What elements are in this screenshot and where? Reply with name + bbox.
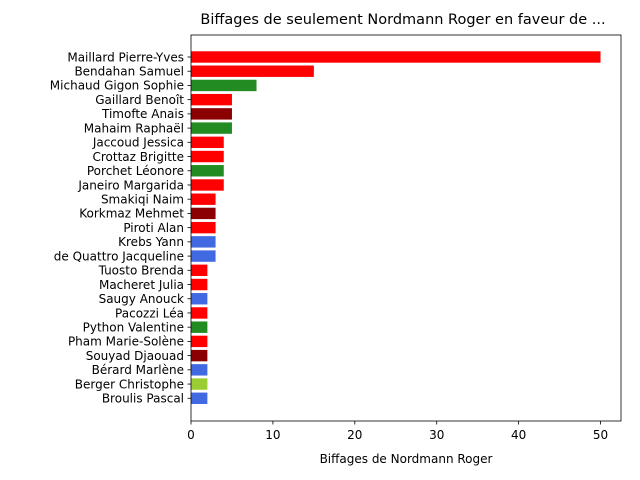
y-tick-label: Piroti Alan <box>123 221 184 235</box>
y-tick-label: Berger Christophe <box>75 377 184 391</box>
x-tick-label: 0 <box>187 428 195 442</box>
bar <box>191 193 216 205</box>
bar <box>191 349 208 362</box>
y-tick-label: Saugy Anouck <box>99 292 184 306</box>
bar <box>191 335 208 348</box>
bar <box>191 136 224 149</box>
y-tick-label: Smakiqi Naim <box>101 193 184 207</box>
bar <box>191 264 208 276</box>
bar <box>191 51 601 63</box>
bars-group <box>191 51 601 404</box>
plot-frame <box>190 34 622 422</box>
x-tick-label: 40 <box>511 428 526 442</box>
bar <box>191 122 232 134</box>
y-tick-label: Mahaim Raphaël <box>84 121 184 135</box>
bar <box>191 307 208 319</box>
y-tick-label: Bendahan Samuel <box>74 65 184 79</box>
chart-title: Biffages de seulement Nordmann Roger en … <box>200 12 605 28</box>
bar <box>191 165 224 177</box>
y-tick-label: Jaccoud Jessica <box>92 136 184 150</box>
y-tick-label: Bérard Marlène <box>92 363 184 377</box>
y-tick-label: de Quattro Jacqueline <box>54 249 184 263</box>
y-tick-label: Souyad Djaouad <box>86 349 184 363</box>
x-tick-label: 10 <box>265 428 280 442</box>
bar <box>191 364 208 376</box>
y-tick-label: Michaud Gigon Sophie <box>50 79 184 93</box>
bar <box>191 378 208 390</box>
y-tick-label: Python Valentine <box>83 320 184 334</box>
x-tick-label: 30 <box>429 428 444 442</box>
bar <box>191 207 216 220</box>
bar <box>191 293 208 305</box>
y-tick-label: Janeiro Margarida <box>77 178 184 192</box>
x-axis-label: Biffages de Nordmann Roger <box>320 452 493 466</box>
y-tick-label: Broulis Pascal <box>102 392 184 406</box>
y-tick-label: Macheret Julia <box>99 278 184 292</box>
bar <box>191 278 208 291</box>
bar <box>191 321 208 333</box>
x-tick-label: 20 <box>347 428 362 442</box>
y-tick-label: Porchet Léonore <box>87 164 184 178</box>
bar <box>191 65 314 77</box>
y-tick-label: Krebs Yann <box>118 235 184 249</box>
y-tick-label: Gaillard Benoît <box>95 93 184 107</box>
y-tick-label: Pham Marie-Solène <box>68 335 184 349</box>
y-tick-label: Pacozzi Léa <box>115 306 184 320</box>
x-tick-label: 50 <box>593 428 608 442</box>
bar <box>191 150 224 163</box>
y-tick-label: Maillard Pierre-Yves <box>67 50 184 64</box>
bar <box>191 93 232 106</box>
y-tick-label: Korkmaz Mehmet <box>79 207 184 221</box>
y-tick-label: Tuosto Brenda <box>98 264 184 278</box>
bar <box>191 392 208 404</box>
bar <box>191 108 232 120</box>
bar <box>191 179 224 191</box>
bar <box>191 236 216 248</box>
y-tick-label: Crottaz Brigitte <box>92 150 184 164</box>
y-tick-label: Timofte Anais <box>101 107 184 121</box>
bar <box>191 221 216 234</box>
bar <box>191 250 216 262</box>
x-axis-ticks: 0 10 20 30 40 50 <box>187 421 608 442</box>
bar <box>191 79 257 92</box>
